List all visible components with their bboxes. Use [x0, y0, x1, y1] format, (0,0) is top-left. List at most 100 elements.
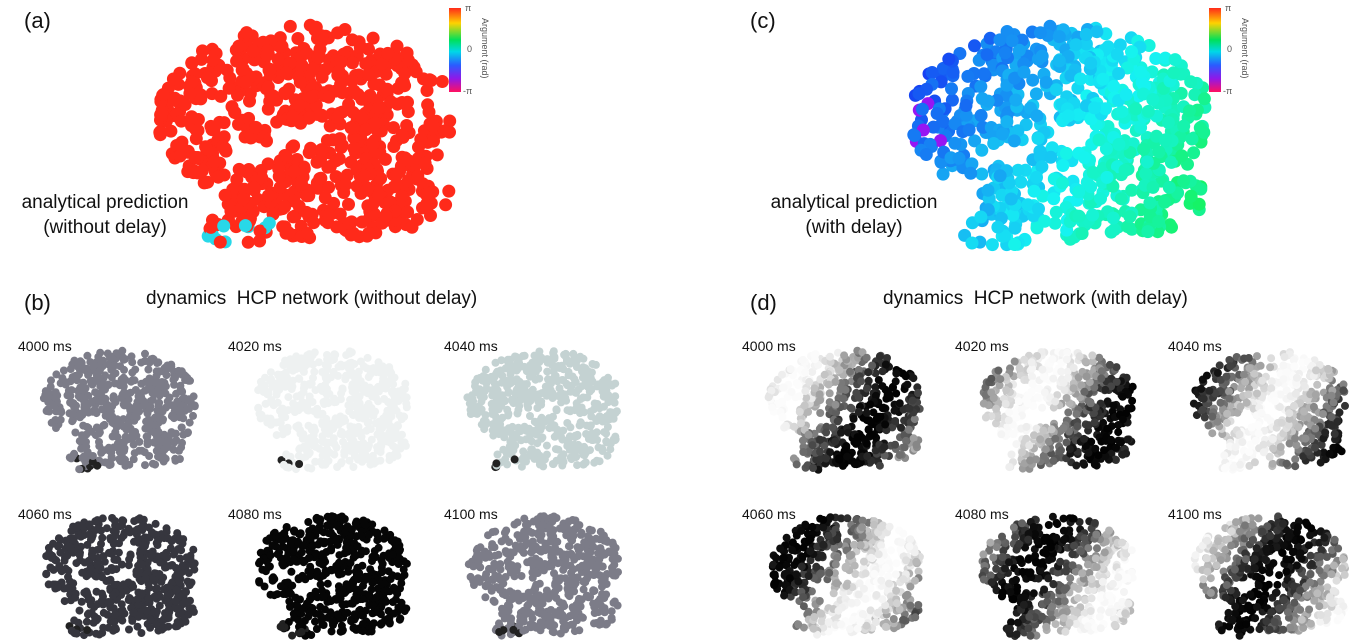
node-dot: [1017, 65, 1031, 79]
node-dot: [890, 406, 899, 415]
node-dot: [338, 385, 347, 394]
node-dot: [141, 574, 150, 583]
node-dot: [137, 589, 146, 598]
node-dot: [331, 26, 345, 40]
node-dot: [430, 148, 444, 162]
node-dot: [85, 530, 94, 539]
node-dot: [539, 610, 548, 619]
node-dot: [126, 551, 135, 560]
node-dot: [401, 153, 415, 167]
node-dot: [164, 605, 173, 614]
node-dot: [200, 71, 214, 85]
node-dot: [564, 435, 573, 444]
node-dot: [862, 439, 871, 448]
node-dot: [547, 562, 556, 571]
node-dot: [345, 74, 359, 88]
node-dot: [153, 128, 167, 142]
node-dot: [1152, 145, 1166, 159]
node-dot: [519, 452, 528, 461]
node-dot: [366, 31, 380, 45]
node-dot: [78, 434, 87, 443]
node-dot: [266, 590, 275, 599]
node-dot: [437, 124, 451, 138]
node-dot: [305, 395, 314, 404]
node-dot: [51, 388, 60, 397]
node-dot: [369, 116, 382, 130]
node-dot: [87, 397, 96, 406]
snapshot-b-brain-3: [463, 347, 621, 472]
node-dot: [1006, 208, 1020, 222]
node-dot: [1184, 75, 1198, 89]
node-dot: [331, 536, 340, 545]
node-dot: [778, 370, 786, 379]
node-dot: [959, 99, 973, 112]
node-dot: [1146, 180, 1160, 194]
node-dot: [582, 378, 591, 387]
node-dot: [141, 461, 149, 470]
node-dot: [584, 550, 593, 559]
colorbar-c-title: Argument (rad): [1240, 18, 1250, 79]
node-dot: [302, 446, 311, 455]
node-dot: [44, 580, 53, 589]
node-dot: [378, 424, 387, 433]
node-dot: [510, 455, 519, 464]
node-dot: [472, 546, 481, 555]
node-dot: [965, 236, 979, 250]
node-dot: [874, 376, 883, 384]
node-dot: [808, 368, 817, 376]
node-dot: [163, 397, 172, 406]
node-dot: [312, 513, 321, 522]
node-dot: [146, 402, 155, 411]
node-dot: [81, 384, 90, 393]
node-dot: [556, 629, 565, 638]
node-dot: [934, 134, 947, 148]
node-dot: [311, 549, 320, 558]
node-dot: [519, 592, 528, 601]
node-dot: [389, 387, 398, 395]
node-dot: [826, 448, 835, 457]
panel-c-annotation-line1: analytical prediction: [770, 192, 938, 213]
node-dot: [80, 403, 89, 412]
node-dot: [981, 183, 995, 197]
node-dot: [92, 629, 101, 638]
node-dot: [531, 367, 540, 376]
node-dot: [214, 89, 228, 103]
node-dot: [314, 153, 327, 167]
node-dot: [344, 228, 358, 242]
node-dot: [388, 550, 397, 559]
node-dot: [547, 534, 556, 543]
node-dot: [482, 552, 491, 561]
node-dot: [883, 354, 891, 362]
node-dot: [144, 365, 153, 374]
node-dot: [304, 141, 318, 155]
node-dot: [869, 408, 878, 417]
node-dot: [68, 373, 77, 382]
node-dot: [1187, 146, 1201, 160]
node-dot: [1052, 54, 1066, 68]
node-dot: [171, 572, 180, 581]
node-dot: [838, 461, 847, 470]
node-dot: [128, 358, 137, 367]
node-dot: [1014, 175, 1028, 189]
node-dot: [523, 558, 532, 567]
node-dot: [264, 563, 273, 572]
node-dot: [792, 379, 801, 388]
node-dot: [1004, 192, 1018, 206]
node-dot: [418, 156, 432, 170]
node-dot: [1035, 160, 1049, 174]
node-dot: [915, 102, 929, 116]
node-dot: [157, 577, 166, 586]
node-dot: [333, 610, 342, 619]
node-dot: [589, 542, 598, 551]
node-dot: [371, 188, 385, 202]
node-dot: [607, 614, 616, 622]
node-dot: [374, 429, 382, 438]
node-dot: [324, 438, 333, 447]
node-dot: [95, 373, 104, 382]
node-dot: [363, 353, 372, 362]
node-dot: [367, 585, 376, 594]
node-dot: [319, 537, 328, 546]
node-dot: [323, 119, 337, 133]
node-dot: [552, 456, 561, 465]
node-dot: [531, 375, 540, 384]
